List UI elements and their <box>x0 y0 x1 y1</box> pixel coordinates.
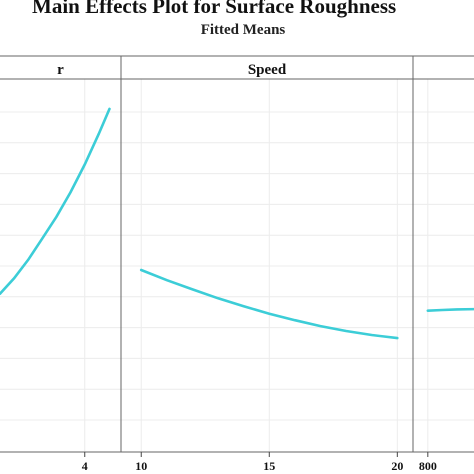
chart-subtitle: Fitted Means <box>200 22 286 38</box>
chart-title: Main Effects Plot for Surface Roughness <box>32 0 397 18</box>
panel-strip-label: Speed <box>248 62 287 78</box>
x-tick-label: 800 <box>419 459 437 473</box>
x-tick-label: 10 <box>135 459 147 473</box>
series-line <box>139 268 399 340</box>
panel-strip <box>412 55 474 80</box>
series-line <box>0 107 111 295</box>
x-tick-label: 4 <box>82 459 88 473</box>
x-tick-label: 20 <box>391 459 403 473</box>
series-line <box>426 307 474 312</box>
x-tick-label: 15 <box>263 459 275 473</box>
panel-border <box>412 78 474 453</box>
panel-strip-label: r <box>57 62 64 78</box>
